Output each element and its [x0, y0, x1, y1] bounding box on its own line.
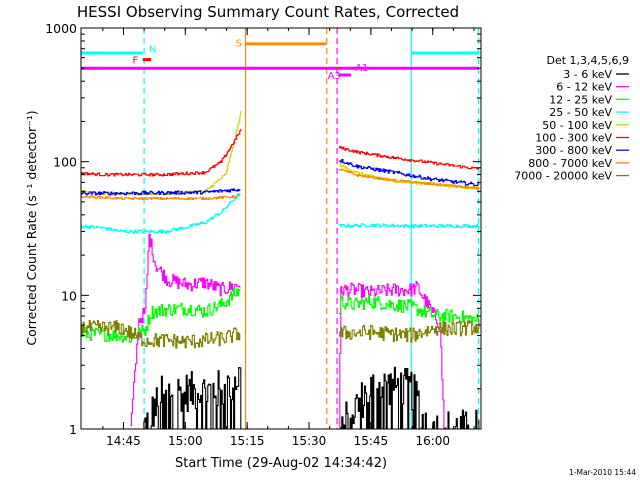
y-tick-label: 1000 — [45, 21, 77, 36]
series-segment-5-0 — [81, 128, 242, 177]
x-tick-label: 14:45 — [106, 434, 141, 448]
x-tick-label: 15:15 — [230, 434, 265, 448]
series-segment-7-0 — [81, 195, 241, 201]
legend-item-label: 3 - 6 keV — [563, 68, 612, 81]
legend-item-label: 300 - 800 keV — [535, 144, 612, 157]
legend-item-label: 25 - 50 keV — [549, 106, 612, 119]
series-segment-0-0 — [142, 366, 242, 430]
series-300-800keV-line — [81, 159, 480, 196]
legend-item-label: 6 - 12 keV — [556, 81, 612, 94]
series-50-100keV-line — [81, 110, 480, 197]
series-100-300keV-line — [81, 128, 480, 177]
y-tick-label: 1 — [69, 422, 77, 437]
series-segment-2-1 — [338, 295, 480, 326]
legend-item-label: 7000 - 20000 keV — [514, 170, 612, 183]
series-segment-6-1 — [338, 159, 480, 187]
chart-title: HESSI Observing Summary Count Rates, Cor… — [77, 3, 459, 21]
x-tick-label: 15:45 — [354, 434, 389, 448]
flag-bars: NF S A1 A3 — [81, 38, 479, 82]
series-segment-3-0 — [81, 193, 241, 234]
series-6-12keV-line — [130, 233, 445, 430]
x-tick-label: 15:00 — [168, 434, 203, 448]
series-segment-3-1 — [338, 223, 480, 229]
series-segment-7-1 — [338, 168, 480, 190]
x-axis-label: Start Time (29-Aug-02 14:34:42) — [175, 456, 387, 471]
series-segment-1-0 — [130, 233, 241, 427]
flag-label-s: S — [236, 38, 242, 49]
series-segment-4-1 — [338, 163, 480, 190]
plot-timestamp: 1-Mar-2010 15:44 — [569, 468, 636, 477]
series-800-7000keV-line — [81, 168, 480, 201]
y-tick-label: 100 — [53, 155, 77, 170]
series-segment-1-1 — [338, 281, 445, 430]
flag-label-a1: A1 — [355, 63, 368, 74]
series-segment-5-1 — [338, 145, 480, 170]
series-3-6keV-line — [142, 366, 480, 430]
series-7000-20000keV-line — [81, 319, 480, 349]
y-tick-label: 10 — [61, 288, 77, 303]
legend-item-label: 800 - 7000 keV — [528, 157, 612, 170]
legend-item-label: 50 - 100 keV — [542, 119, 612, 132]
x-tick-label: 15:30 — [292, 434, 327, 448]
series-25-50keV-line — [81, 193, 480, 234]
flag-label-a3: A3 — [328, 71, 341, 82]
series-segment-4-0 — [81, 110, 242, 197]
legend-title: Det 1,3,4,5,6,9 — [546, 54, 629, 67]
series-segment-6-0 — [81, 188, 241, 196]
series-segment-0-1 — [338, 366, 480, 430]
flag-label-f: F — [133, 56, 139, 67]
y-axis-label: Corrected Count Rate (s⁻¹ detector⁻¹) — [24, 110, 39, 345]
legend-item-label: 12 - 25 keV — [549, 93, 612, 106]
series-layer — [81, 110, 480, 430]
vertical-markers — [143, 28, 480, 429]
x-tick-label: 16:00 — [415, 434, 450, 448]
flag-label-n: N — [149, 45, 156, 56]
axes: 14:45 15:00 15:15 15:30 15:45 16:00 1 10 100 1000 — [45, 21, 481, 448]
series-segment-8-1 — [338, 320, 480, 343]
plot-frame — [80, 27, 482, 430]
series-segment-2-0 — [81, 287, 241, 343]
legend-item-label: 100 - 300 keV — [535, 132, 612, 145]
series-segment-8-0 — [81, 319, 241, 349]
